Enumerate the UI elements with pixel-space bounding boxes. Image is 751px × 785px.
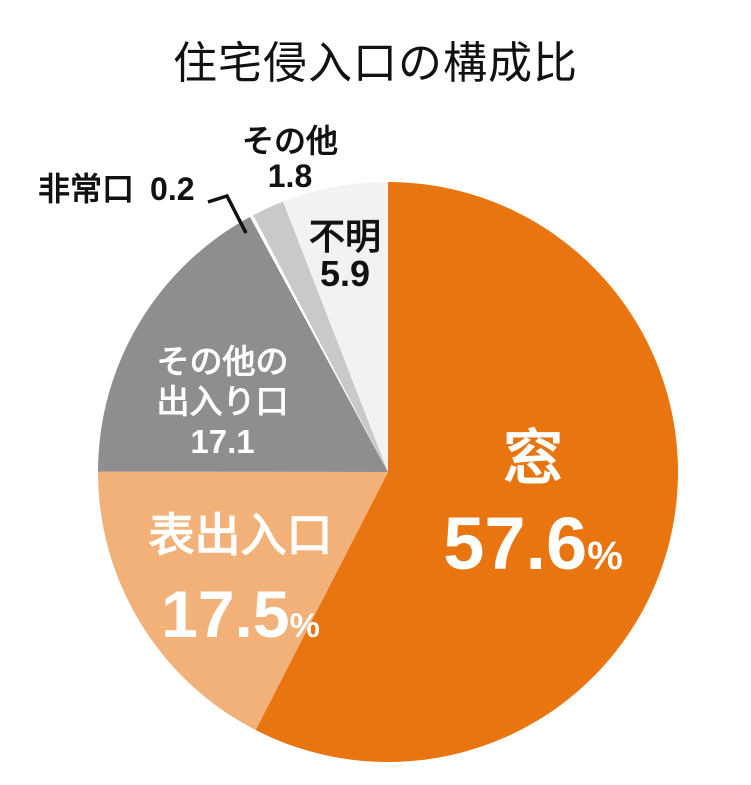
pie-slice-other-entrances — [98, 216, 388, 472]
slice-label-text: 出入り口 — [156, 383, 289, 420]
slice-label-window: 窓 57.6% — [398, 428, 668, 596]
slice-label-text: 不明 — [308, 216, 381, 257]
pie-slices — [97, 182, 678, 762]
slice-label-other-entrances: その他の 出入り口 17.1 — [120, 342, 325, 462]
slice-value: 57.6 — [443, 502, 588, 585]
pie-slice-unknown — [283, 182, 388, 472]
chart-title: 住宅侵入口の構成比 — [173, 39, 578, 88]
slice-value: 17.1 — [190, 423, 255, 460]
slice-label-emergency-exit: 非常口 0.2 — [38, 172, 195, 206]
percent-sign: % — [587, 534, 623, 578]
slice-label-text: その他の — [156, 343, 289, 380]
slice-label-unknown: 不明 5.9 — [295, 218, 395, 292]
slice-label-text: その他 — [241, 123, 338, 159]
leader-line-emergency-exit — [207, 193, 248, 234]
pie-slice-window — [255, 182, 678, 762]
pie-slice-emergency-exit — [250, 215, 388, 472]
slice-label-text: 表出入口 — [148, 509, 333, 561]
slice-label-front-entrance: 表出入口 17.5% — [133, 510, 348, 662]
percent-sign: % — [289, 607, 320, 645]
slice-value: 17.5 — [161, 577, 290, 651]
pie-slice-front-entrance — [97, 471, 388, 731]
slice-value: 0.2 — [150, 171, 195, 207]
slice-label-text: 窓 — [503, 425, 563, 492]
pie-slice-other — [253, 201, 388, 472]
slice-label-text: 非常口 — [38, 171, 135, 207]
slice-label-other: その他 1.8 — [228, 124, 352, 194]
slice-value: 5.9 — [319, 253, 371, 294]
slice-value: 1.8 — [267, 158, 313, 194]
